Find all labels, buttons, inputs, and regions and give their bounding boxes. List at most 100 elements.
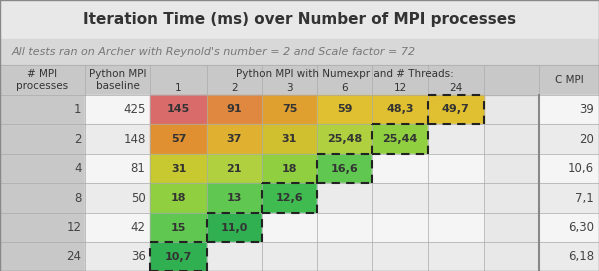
Bar (372, 154, 428, 183)
Text: 11,0: 11,0 (220, 223, 248, 233)
Text: 16,6: 16,6 (331, 164, 358, 173)
Bar (428, 213, 484, 242)
Text: 15: 15 (171, 223, 186, 233)
Text: 91: 91 (226, 105, 242, 114)
Bar (84, 213, 150, 242)
Bar (150, 154, 207, 183)
Text: 6: 6 (341, 83, 348, 93)
Bar (150, 183, 207, 213)
Text: 18: 18 (282, 164, 297, 173)
Text: 4: 4 (74, 162, 81, 175)
Text: 24: 24 (66, 250, 81, 263)
Text: 31: 31 (171, 164, 186, 173)
Text: 25,44: 25,44 (382, 134, 418, 144)
Bar (540, 124, 599, 154)
Bar (0, 95, 84, 124)
Bar (207, 95, 262, 124)
Bar (372, 213, 428, 242)
Bar (150, 242, 207, 271)
Text: # MPI
processes: # MPI processes (16, 69, 68, 91)
Bar (428, 95, 484, 124)
Text: 81: 81 (131, 162, 146, 175)
Text: Iteration Time (ms) over Number of MPI processes: Iteration Time (ms) over Number of MPI p… (83, 12, 516, 27)
Bar (84, 95, 150, 124)
Text: 31: 31 (282, 134, 297, 144)
Bar (0, 39, 599, 65)
Text: Python MPI
baseline: Python MPI baseline (89, 69, 146, 91)
Bar (150, 213, 207, 242)
Bar (207, 154, 262, 183)
Bar (317, 154, 372, 183)
Text: 2: 2 (231, 83, 238, 93)
Bar (0, 0, 599, 39)
Bar (207, 183, 262, 213)
Text: All tests ran on Archer with Reynold's number = 2 and Scale factor = 72: All tests ran on Archer with Reynold's n… (12, 47, 416, 57)
Bar (540, 154, 599, 183)
Bar (262, 183, 317, 213)
Bar (540, 242, 599, 271)
Bar (317, 124, 372, 154)
Bar (262, 154, 317, 183)
Bar (428, 124, 484, 154)
Text: Python MPI with Numexpr and # Threads:: Python MPI with Numexpr and # Threads: (236, 69, 454, 79)
Bar (540, 65, 599, 95)
Bar (317, 95, 372, 124)
Bar (372, 242, 428, 271)
Text: 75: 75 (282, 105, 297, 114)
Bar (317, 213, 372, 242)
Text: 6,18: 6,18 (568, 250, 594, 263)
Bar (150, 124, 207, 154)
Text: 6,30: 6,30 (568, 221, 594, 234)
Text: 49,7: 49,7 (442, 105, 470, 114)
Text: 2: 2 (74, 133, 81, 146)
Text: 148: 148 (123, 133, 146, 146)
Text: 12: 12 (66, 221, 81, 234)
Text: 57: 57 (171, 134, 186, 144)
Text: 20: 20 (579, 133, 594, 146)
Bar (262, 95, 317, 124)
Bar (428, 183, 484, 213)
Bar (372, 183, 428, 213)
Bar (84, 183, 150, 213)
Bar (428, 154, 484, 183)
Text: 13: 13 (226, 193, 242, 203)
Bar (84, 154, 150, 183)
Bar (207, 124, 262, 154)
Bar (540, 95, 599, 124)
Bar (84, 242, 150, 271)
Text: 8: 8 (74, 192, 81, 205)
Text: 37: 37 (226, 134, 242, 144)
Bar (540, 183, 599, 213)
Text: 48,3: 48,3 (386, 105, 414, 114)
Bar (540, 213, 599, 242)
Bar (428, 242, 484, 271)
Bar (372, 95, 428, 124)
Text: 36: 36 (131, 250, 146, 263)
Bar (317, 242, 372, 271)
Bar (262, 124, 317, 154)
Bar (317, 183, 372, 213)
Bar (84, 124, 150, 154)
Bar (0, 213, 84, 242)
Text: 145: 145 (167, 105, 190, 114)
Text: 12: 12 (394, 83, 407, 93)
Text: 3: 3 (286, 83, 293, 93)
Bar (207, 242, 262, 271)
Bar (0, 65, 84, 95)
Bar (372, 124, 428, 154)
Bar (150, 95, 207, 124)
Bar (262, 242, 317, 271)
Text: 425: 425 (123, 103, 146, 116)
Bar (0, 183, 84, 213)
Bar (0, 154, 84, 183)
Text: 18: 18 (171, 193, 186, 203)
Text: 24: 24 (449, 83, 462, 93)
Bar (150, 65, 540, 95)
Text: 25,48: 25,48 (327, 134, 362, 144)
Text: C MPI: C MPI (555, 75, 583, 85)
Bar (0, 124, 84, 154)
Bar (207, 213, 262, 242)
Bar (0, 242, 84, 271)
Bar (84, 65, 150, 95)
Text: 10,7: 10,7 (165, 252, 192, 262)
